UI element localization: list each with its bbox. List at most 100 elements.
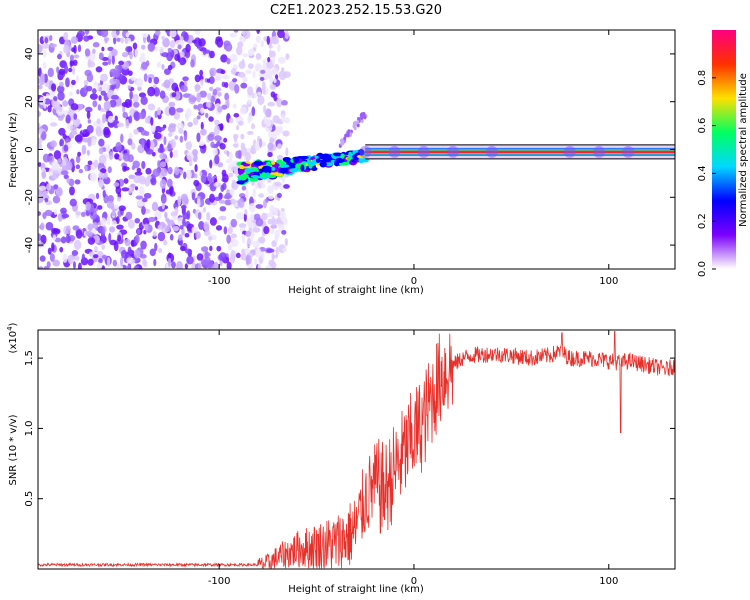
spectrogram-noise-blob xyxy=(283,184,290,189)
spectrogram-noise-blob xyxy=(99,168,107,174)
spectrogram-noise-blob xyxy=(169,40,176,49)
spectrogram-noise-blob xyxy=(272,134,278,140)
spectrogram-noise-blob xyxy=(38,110,41,117)
spectrogram-noise-blob xyxy=(175,107,184,113)
spectrogram-noise-blob xyxy=(205,112,209,119)
spectrogram-noise-blob xyxy=(53,96,58,102)
spectrogram-noise-blob xyxy=(244,248,251,254)
spectrogram-transition-blob xyxy=(300,164,305,172)
spectrogram-noise-blob xyxy=(119,257,124,267)
spectrogram-noise-blob xyxy=(47,105,52,113)
spectrogram-noise-blob xyxy=(102,61,109,66)
spectrogram-noise-blob xyxy=(127,219,135,229)
spectrogram-noise-blob xyxy=(229,33,237,38)
spectrogram-noise-blob xyxy=(159,178,167,189)
spectrogram-branch-blob xyxy=(356,120,360,125)
carrier-blob xyxy=(622,145,635,158)
spectrogram-branch-blob xyxy=(344,133,348,138)
spectrogram-noise-blob xyxy=(194,74,201,83)
spectrogram-noise-blob xyxy=(126,257,133,264)
spectrogram-noise-blob xyxy=(52,234,57,241)
spectrogram-noise-blob xyxy=(96,262,103,269)
spectrogram-noise-blob xyxy=(83,35,90,42)
spectrogram-noise-blob xyxy=(145,148,154,155)
spectrogram-noise-blob xyxy=(167,47,172,53)
spectrogram-noise-blob xyxy=(160,167,168,177)
spectrogram-noise-blob xyxy=(270,228,275,235)
spectrogram-noise-blob xyxy=(98,95,102,101)
spectrogram-noise-blob xyxy=(65,114,71,124)
spectrogram-noise-blob xyxy=(239,106,247,115)
spectrogram-noise-blob xyxy=(71,249,79,256)
spectrogram-noise-blob xyxy=(231,180,239,190)
spectrogram-noise-blob xyxy=(231,238,235,246)
spectrogram-noise-blob xyxy=(238,223,247,228)
spectrogram-noise-blob xyxy=(243,213,247,222)
spectrogram-noise-blob xyxy=(235,252,241,259)
spectrogram-transition-blob xyxy=(275,173,284,177)
spectrogram-transition-blob xyxy=(358,156,364,164)
spectrogram-noise-blob xyxy=(179,135,184,143)
spectrogram-noise-blob xyxy=(40,72,45,83)
spectrogram-noise-blob xyxy=(77,30,85,37)
spectrogram-noise-blob xyxy=(284,117,290,124)
spectrogram-noise-blob xyxy=(108,151,114,160)
spectrogram-noise-blob xyxy=(208,86,214,92)
spectrogram-noise-blob xyxy=(92,100,98,108)
spectrogram-noise-blob xyxy=(205,101,211,108)
spectrogram-noise-blob xyxy=(125,46,132,53)
spectrogram-noise-blob xyxy=(164,157,169,164)
spectrogram-noise-blob xyxy=(271,240,277,248)
spectrogram-noise-blob xyxy=(206,211,211,221)
spectrogram-transition-blob xyxy=(240,173,249,179)
spectrogram-noise-blob xyxy=(273,207,278,216)
spectrogram-noise-blob xyxy=(267,218,273,225)
spectrogram-noise-blob xyxy=(134,217,141,224)
spectrogram-noise-blob xyxy=(93,246,98,252)
spectrogram-noise-blob xyxy=(102,189,106,198)
y-tick-label: 40 xyxy=(24,48,35,61)
spectrogram-noise-blob xyxy=(70,125,77,136)
spectrogram-noise-blob xyxy=(66,161,73,171)
spectrogram-noise-blob xyxy=(116,224,124,230)
spectrogram-noise-blob xyxy=(199,69,204,77)
spectrogram-noise-blob xyxy=(169,233,174,241)
spectrogram-noise-blob xyxy=(57,91,65,101)
spectrogram-noise-blob xyxy=(69,60,75,67)
spectrogram-noise-blob xyxy=(198,38,206,47)
spectrogram-noise-blob xyxy=(157,231,166,242)
spectrogram-transition-blob xyxy=(271,166,276,171)
spectrogram-noise-blob xyxy=(95,192,100,200)
spectrogram-noise-blob xyxy=(40,222,45,231)
spectrogram-branch-blob xyxy=(340,140,344,145)
spectrogram-noise-blob xyxy=(180,193,188,202)
spectrogram-noise-blob xyxy=(108,232,112,243)
spectrogram-noise-blob xyxy=(261,250,265,260)
spectrogram-noise-blob xyxy=(228,117,234,124)
spectrogram-noise-blob xyxy=(111,48,118,57)
snr-x-axis-label: Height of straight line (km) xyxy=(288,584,424,595)
spectrogram-noise-blob xyxy=(240,146,248,157)
spectrogram-noise-blob xyxy=(236,45,243,56)
spectrogram-noise-blob xyxy=(111,54,115,65)
spectrogram-noise-blob xyxy=(276,93,281,99)
spectrogram-noise-blob xyxy=(254,63,263,72)
spectrogram-noise-blob xyxy=(161,196,167,203)
spectrogram-noise-blob xyxy=(256,30,260,35)
spectrogram-noise-blob xyxy=(208,116,214,122)
spectrogram-noise-blob xyxy=(86,124,94,134)
spectrogram-noise-blob xyxy=(214,125,220,136)
spectrogram-noise-blob xyxy=(281,100,288,106)
spectrogram-noise-blob xyxy=(76,89,80,95)
spectrogram-noise-blob xyxy=(194,83,201,93)
spectrogram-noise-blob xyxy=(43,103,47,109)
spectrogram-noise-blob xyxy=(125,211,133,220)
spectrogram-noise-blob xyxy=(220,69,226,75)
spectrogram-noise-blob xyxy=(44,209,53,217)
spectrogram-noise-blob xyxy=(75,229,83,239)
spectrogram-noise-blob xyxy=(63,44,70,54)
spectrogram-panel: -100 0 100 -40 -20 0 20 40 Height of straight … xyxy=(8,29,676,296)
spectrogram-noise-blob xyxy=(59,138,65,147)
spectrogram-noise-blob xyxy=(69,186,75,196)
